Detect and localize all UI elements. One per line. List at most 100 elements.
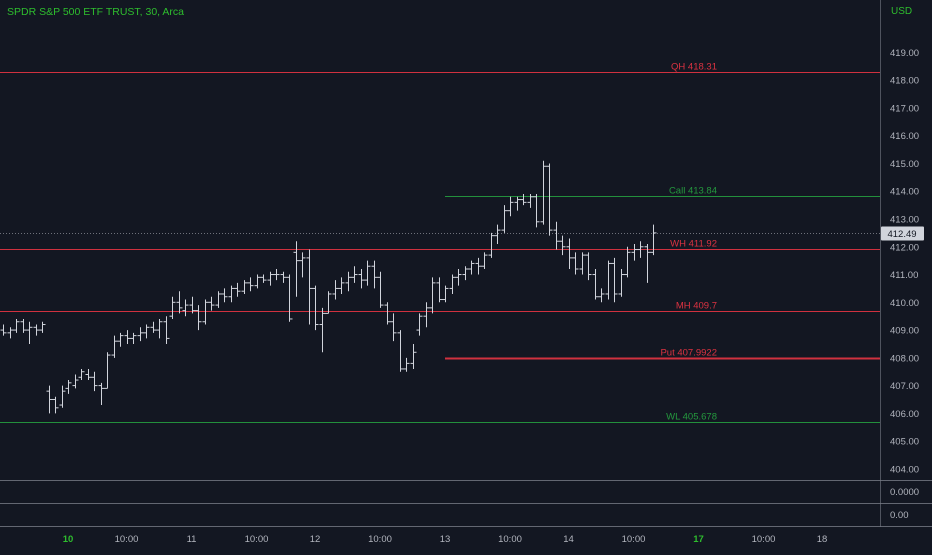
ohlc-bar xyxy=(39,321,46,333)
ohlc-bar xyxy=(540,160,547,225)
time-tick-label: 11 xyxy=(187,534,197,545)
ohlc-bar xyxy=(371,260,378,289)
ohlc-bar xyxy=(26,321,33,344)
price-tick-label: 413.00 xyxy=(890,215,919,226)
ohlc-bar xyxy=(169,296,176,319)
ohlc-bar xyxy=(273,268,280,281)
level-label-call: Call 413.84 xyxy=(669,186,717,197)
time-tick-label: 12 xyxy=(310,534,321,545)
ohlc-bar xyxy=(65,380,72,394)
ohlc-bar xyxy=(592,268,599,300)
ohlc-bar xyxy=(345,271,352,292)
indicator-pane-2-value: 0.00 xyxy=(890,510,909,521)
ohlc-bar xyxy=(423,302,430,328)
time-tick-label: 10:00 xyxy=(752,534,776,545)
ohlc-bar xyxy=(598,288,605,303)
ohlc-bar xyxy=(299,252,306,278)
ohlc-bar xyxy=(176,291,183,314)
ohlc-bar xyxy=(59,385,66,408)
ohlc-bar xyxy=(585,252,592,281)
ohlc-bar xyxy=(267,271,274,286)
ohlc-bar xyxy=(182,299,189,317)
ohlc-bar xyxy=(46,385,53,414)
price-tick-label: 406.00 xyxy=(890,409,919,420)
ohlc-bar xyxy=(579,252,586,275)
ohlc-bar xyxy=(221,288,228,303)
ohlc-bar xyxy=(384,302,391,325)
ohlc-bar xyxy=(150,321,157,333)
ohlc-bar xyxy=(208,296,215,311)
price-tick-label: 408.00 xyxy=(890,353,919,364)
ohlc-bar xyxy=(475,257,482,275)
indicator-pane-1-value: 0.0000 xyxy=(890,487,919,498)
currency-label[interactable]: USD xyxy=(891,6,913,17)
ohlc-bar xyxy=(111,335,118,358)
ohlc-bar xyxy=(644,244,651,283)
ohlc-bar xyxy=(325,291,332,314)
ohlc-bar xyxy=(91,371,98,392)
chart-title: SPDR S&P 500 ETF TRUST, 30, Arca xyxy=(7,6,185,18)
ohlc-bar xyxy=(202,299,209,325)
level-label-put: Put 407.9922 xyxy=(660,348,717,359)
ohlc-bar xyxy=(390,313,397,342)
level-label-wh: WH 411.92 xyxy=(670,239,717,250)
ohlc-bar xyxy=(293,241,300,297)
time-tick-label: 10:00 xyxy=(622,534,646,545)
ohlc-bar xyxy=(605,260,612,300)
ohlc-bar xyxy=(618,268,625,297)
ohlc-bar xyxy=(514,196,521,211)
current-price-label: 412.49 xyxy=(887,229,916,240)
time-tick-label: 10:00 xyxy=(115,534,139,545)
ohlc-bar xyxy=(104,352,111,389)
price-tick-label: 411.00 xyxy=(890,270,918,281)
price-tick-label: 416.00 xyxy=(890,131,919,142)
ohlc-bar xyxy=(546,163,553,236)
price-tick-label: 410.00 xyxy=(890,298,919,309)
ohlc-bar xyxy=(33,324,40,336)
ohlc-bar xyxy=(351,266,358,283)
ohlc-bar xyxy=(455,268,462,286)
ohlc-bar xyxy=(156,318,163,339)
ohlc-bar xyxy=(553,221,560,250)
ohlc-bar xyxy=(507,196,514,217)
ohlc-bar xyxy=(332,280,339,300)
ohlc-bar xyxy=(163,316,170,344)
ohlc-bar xyxy=(364,260,371,286)
ohlc-bar xyxy=(429,277,436,314)
ohlc-bar xyxy=(624,246,631,278)
ohlc-bar xyxy=(0,324,7,336)
ohlc-bar xyxy=(143,324,150,339)
ohlc-bar xyxy=(78,368,85,381)
ohlc-bar xyxy=(228,285,235,303)
time-tick-label: 10:00 xyxy=(498,534,522,545)
ohlc-bar xyxy=(501,205,508,233)
price-tick-label: 409.00 xyxy=(890,326,919,337)
ohlc-bar xyxy=(410,343,417,369)
level-label-mh: MH 409.7 xyxy=(676,301,717,312)
price-tick-label: 412.00 xyxy=(890,242,919,253)
time-tick-label: 18 xyxy=(817,534,828,545)
ohlc-bar xyxy=(280,271,287,283)
time-tick-label: 13 xyxy=(440,534,451,545)
time-tick-label: 10:00 xyxy=(368,534,392,545)
ohlc-bar xyxy=(436,277,443,303)
price-tick-label: 419.00 xyxy=(890,48,919,59)
ohlc-bar xyxy=(533,194,540,228)
ohlc-bar xyxy=(254,274,261,289)
ohlc-bar xyxy=(572,252,579,275)
ohlc-bar xyxy=(403,357,410,372)
ohlc-bar xyxy=(195,305,202,331)
ohlc-bar xyxy=(260,274,267,283)
time-axis: 10 10:00 11 10:00 12 10:00 13 10:00 14 10:00 17 10:… xyxy=(63,534,828,545)
ohlc-bar xyxy=(520,194,527,206)
price-tick-label: 405.00 xyxy=(890,437,919,448)
ohlc-bar xyxy=(377,271,384,308)
ohlc-bar xyxy=(319,307,326,353)
ohlc-bar xyxy=(130,332,137,344)
ohlc-bar xyxy=(137,327,144,342)
ohlc-bar xyxy=(338,277,345,294)
ohlc-bar xyxy=(85,368,92,381)
ohlc-bar xyxy=(442,285,449,303)
